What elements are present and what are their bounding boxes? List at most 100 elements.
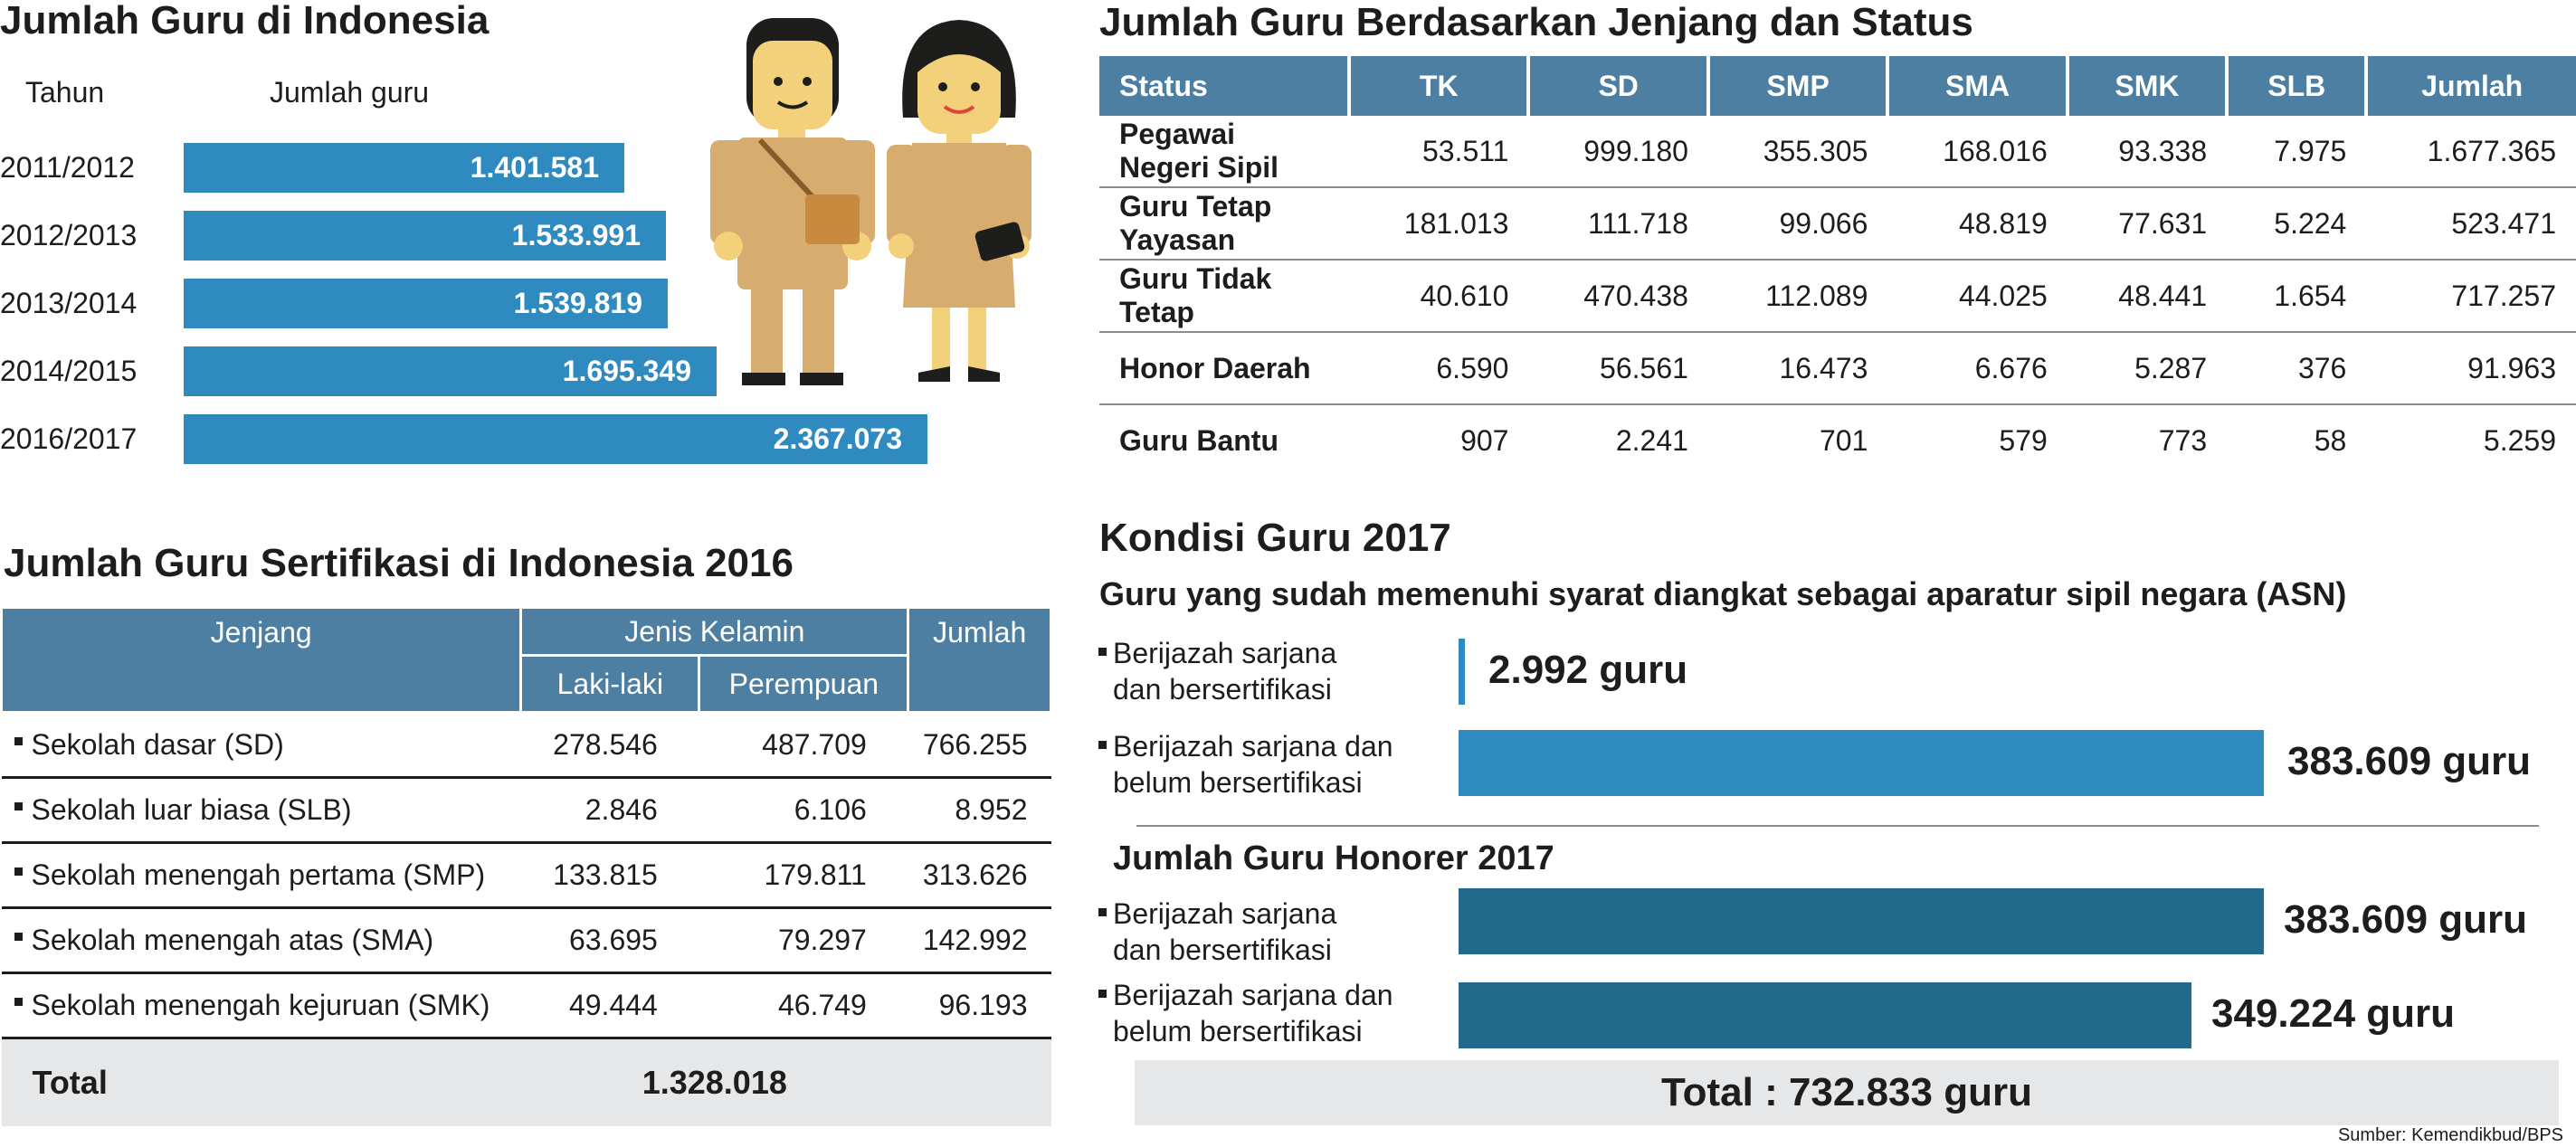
teacher-count-bar: 1.695.349 [184, 346, 717, 396]
table-cell: 53.511 [1349, 116, 1529, 188]
bullet-icon [14, 737, 23, 746]
table-cell: 773 [2158, 423, 2208, 457]
column-header: Laki-laki [519, 654, 701, 714]
table-row: Guru Bantu 907 2.241 701 579 773 58 5.259 [1099, 404, 2576, 476]
table-cell: 2.241 [1615, 423, 1688, 457]
table-cell: 112.089 [1707, 260, 1888, 333]
column-header: SLB [2227, 56, 2369, 116]
column-header: SMA [1887, 56, 2069, 116]
row-label: Guru Tetap Yayasan [1099, 187, 1349, 261]
table-cell: 44.025 [1887, 260, 2067, 333]
bullet-icon [14, 867, 23, 877]
table-cell: 168.016 [1887, 116, 2067, 188]
divider [1136, 825, 2539, 827]
teacher-count-bar: 1.533.991 [184, 211, 666, 261]
table-row: Sekolah menengah kejuruan (SMK) 49.444 46.… [1, 972, 1051, 1039]
table-cell: 63.695 [520, 907, 699, 974]
bar [1459, 982, 2191, 1048]
table-cell: 6.590 [1349, 332, 1529, 405]
bullet-icon [1098, 741, 1107, 749]
total-value: 1.328.018 [520, 1038, 908, 1126]
table-cell: 91.963 [2366, 332, 2576, 405]
bullet-icon [1098, 990, 1107, 998]
column-header: Jumlah [907, 606, 1052, 714]
table-cell: 179.811 [699, 842, 908, 909]
table-row: Sekolah luar biasa (SLB) 2.846 6.106 8.952 [1, 777, 1051, 844]
bar [1459, 730, 2264, 796]
year-label: 2016/2017 [0, 422, 138, 455]
row-label: Sekolah dasar (SD) [1, 712, 521, 779]
table-cell: 79.297 [699, 907, 908, 974]
table-cell: 58 [2314, 423, 2347, 457]
table-cell: 579 [1999, 423, 2048, 457]
status-table-header: Status TK SD SMP SMA SMK SLB Jumlah [1099, 56, 2576, 116]
female-teacher-icon [887, 20, 1031, 382]
bar-value-label: 2.992 guru [1488, 648, 1688, 692]
table-cell: 16.473 [1707, 332, 1888, 405]
table-cell: 142.992 [908, 907, 1051, 974]
table-cell: 470.438 [1528, 260, 1708, 333]
honorer-total: Total : 732.833 guru [1135, 1060, 2559, 1125]
row-label: Guru Bantu [1119, 423, 1278, 457]
bar-value-label: 383.609 guru [2287, 739, 2532, 783]
total-row: Total 1.328.018 [1, 1038, 1051, 1126]
column-header: SD [1528, 56, 1710, 116]
table-cell: 5.259 [2483, 423, 2556, 457]
column-header: SMK [2067, 56, 2229, 116]
table-cell: 1.677.365 [2366, 116, 2576, 188]
table-cell: 7.975 [2227, 116, 2367, 188]
bullet-icon [1098, 908, 1107, 916]
row-label: Sekolah menengah kejuruan (SMK) [1, 972, 521, 1039]
row-label: Honor Daerah [1099, 332, 1349, 405]
table-cell: 1.654 [2227, 260, 2367, 333]
table-cell: 376 [2227, 332, 2367, 405]
row-label: Sekolah menengah pertama (SMP) [1, 842, 521, 909]
row-label: Sekolah menengah atas (SMA) [1, 907, 521, 974]
column-header: Status [1099, 56, 1351, 116]
table-cell: 5.224 [2227, 187, 2367, 261]
bullet-icon [14, 933, 23, 942]
table-row: Sekolah menengah pertama (SMP) 133.815 179… [1, 842, 1051, 909]
bar [1459, 888, 2264, 954]
column-header: Jenis Kelamin [519, 606, 910, 657]
teachers-illustration-icon [710, 18, 1031, 385]
column-header: Perempuan [698, 654, 910, 714]
panel1-title: Jumlah Guru di Indonesia [0, 0, 490, 43]
year-column-label: Tahun [25, 76, 105, 109]
asn-label-bersertifikasi: Berijazah sarjana dan bersertifikasi [1098, 635, 1336, 707]
table-cell: 48.441 [2067, 260, 2228, 333]
table-row: Guru Tetap Yayasan 181.013 111.718 99.066 48… [1099, 187, 2576, 261]
table-cell: 6.106 [699, 777, 908, 844]
column-header: TK [1349, 56, 1531, 116]
table-cell: 5.287 [2067, 332, 2228, 405]
bar-value-label: 1.533.991 [511, 219, 641, 251]
status-table: Status TK SD SMP SMA SMK SLB Jumlah Pega… [1099, 56, 2576, 476]
bullet-icon [14, 998, 23, 1007]
table-cell: 96.193 [908, 972, 1051, 1039]
kondisi-title: Kondisi Guru 2017 [1099, 516, 1451, 560]
row-label: Guru Tidak Tetap [1099, 260, 1349, 333]
table-cell: 717.257 [2366, 260, 2576, 333]
bar [1459, 639, 1465, 705]
certification-table-title: Jumlah Guru Sertifikasi di Indonesia 201… [4, 541, 794, 585]
table-row: Sekolah menengah atas (SMA) 63.695 79.297 1… [1, 907, 1051, 974]
table-cell: 766.255 [908, 712, 1051, 779]
table-cell: 278.546 [520, 712, 699, 779]
source-note: Sumber: Kemendikbud/BPS [2337, 1125, 2563, 1145]
table-cell: 907 [1460, 423, 1509, 457]
table-row: Pegawai Negeri Sipil 53.511 999.180 355.305… [1099, 116, 2576, 188]
teacher-count-bar: 2.367.073 [184, 414, 927, 464]
year-label: 2013/2014 [0, 287, 138, 319]
table-cell: 133.815 [520, 842, 699, 909]
row-label: Sekolah luar biasa (SLB) [1, 777, 521, 844]
bar-value-label: 2.367.073 [773, 422, 902, 455]
teacher-count-bar: 1.539.819 [184, 279, 668, 328]
table-cell: 355.305 [1707, 116, 1888, 188]
table-cell: 2.846 [520, 777, 699, 844]
honorer-title: Jumlah Guru Honorer 2017 [1113, 839, 1554, 877]
male-teacher-icon [710, 18, 875, 385]
bar-value-label: 349.224 guru [2211, 991, 2456, 1036]
column-header: Jumlah [2366, 56, 2576, 116]
table-cell: 181.013 [1349, 187, 1529, 261]
teacher-count-bar: 1.401.581 [184, 143, 624, 193]
